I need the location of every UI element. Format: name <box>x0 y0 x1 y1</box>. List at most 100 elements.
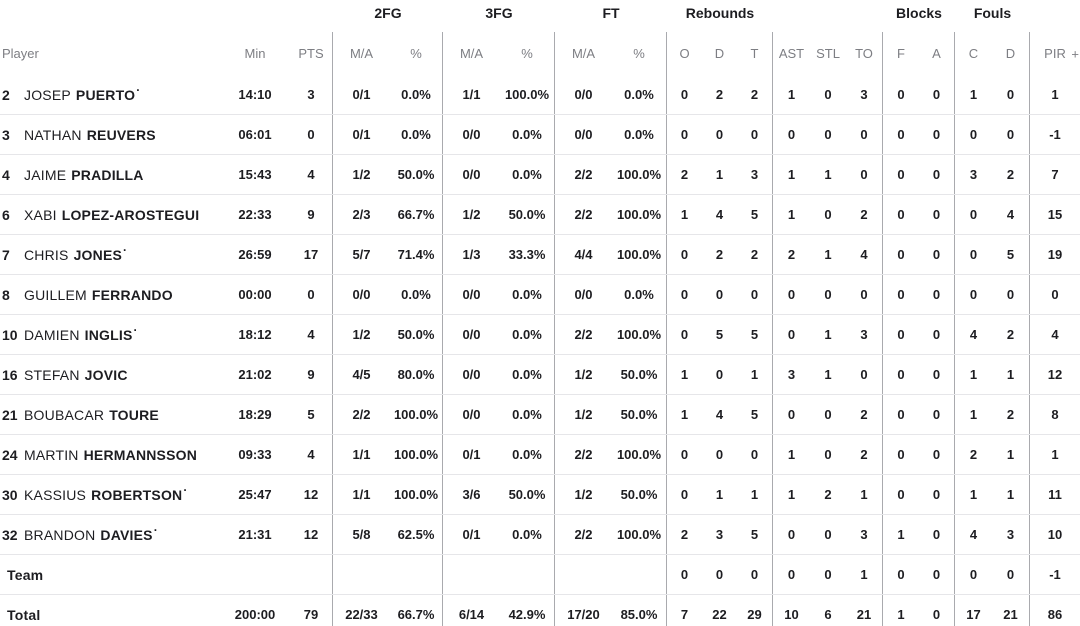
player-last-name: Team <box>7 566 44 583</box>
stat-3fg-ma: 6/14 <box>458 607 485 622</box>
table-row: 10 DAMIEN INGLIS · 18:12 4 1/2 50.0% 0/0… <box>0 315 1080 355</box>
stat-block-f: 0 <box>897 127 905 142</box>
column-header-block-f: F <box>897 46 905 61</box>
stat-block-f: 0 <box>897 567 905 582</box>
player-cell[interactable]: 30 KASSIUS ROBERTSON · <box>0 475 220 514</box>
stat-3fg-pct: 0.0% <box>500 115 555 154</box>
stat-ft-ma <box>555 555 612 594</box>
stat-3fg-pct: 0.0% <box>500 315 555 354</box>
player-cell[interactable]: 32 BRANDON DAVIES · <box>0 515 220 554</box>
stat-3fg-ma: 0/1 <box>462 527 481 542</box>
player-cell[interactable]: 8 GUILLEM FERRANDO <box>0 275 220 314</box>
player-first-name: GUILLEM <box>24 286 87 303</box>
player-first-name: MARTIN <box>24 446 79 463</box>
player-cell[interactable]: 7 CHRIS JONES · <box>0 235 220 274</box>
stat-ft-pct: 0.0% <box>612 75 667 114</box>
stat-ast: 2 <box>787 247 796 262</box>
player-cell[interactable]: 3 NATHAN REUVERS <box>0 115 220 154</box>
pir-label: PIR <box>1044 46 1066 61</box>
stat-3fg-pct: 0.0% <box>500 155 555 194</box>
stat-block-a: 0 <box>919 475 955 514</box>
column-header-min: Min <box>244 46 266 61</box>
starter-mark: · <box>183 483 188 497</box>
stat-min: 15:43 <box>238 167 272 182</box>
stat-block-a: 0 <box>919 155 955 194</box>
player-cell[interactable]: 16 STEFAN JOVIC <box>0 355 220 394</box>
stat-2fg-ma: 5/8 <box>352 527 371 542</box>
player-cell[interactable]: 4 JAIME PRADILLA <box>0 155 220 194</box>
stat-pts <box>290 555 333 594</box>
stat-block-f: 0 <box>897 407 905 422</box>
stat-foul-c: 1 <box>969 407 978 422</box>
stat-ast: 0 <box>787 407 796 422</box>
player-last-name: JOVIC <box>84 366 128 383</box>
stat-to: 1 <box>846 555 883 594</box>
stat-foul-c: 2 <box>969 447 978 462</box>
player-cell[interactable]: 2 JOSEP PUERTO · <box>0 75 220 114</box>
player-number: 4 <box>2 166 10 183</box>
player-last-name: Total <box>7 606 41 623</box>
stat-ast: 0 <box>787 527 796 542</box>
stat-3fg-ma: 0/0 <box>462 167 481 182</box>
stat-2fg-pct: 0.0% <box>390 115 443 154</box>
stat-block-f: 0 <box>897 367 905 382</box>
stat-3fg-ma: 1/2 <box>462 207 481 222</box>
stat-pir: 8 <box>1051 407 1059 422</box>
group-header-fouls: Fouls <box>973 5 1012 21</box>
stat-pts: 9 <box>290 355 333 394</box>
stat-pir: 12 <box>1047 367 1063 382</box>
player-number: 30 <box>2 486 18 503</box>
player-cell[interactable]: 10 DAMIEN INGLIS · <box>0 315 220 354</box>
stat-to: 3 <box>846 515 883 554</box>
stat-block-f: 0 <box>897 87 905 102</box>
stat-3fg-pct: 0.0% <box>500 355 555 394</box>
player-cell[interactable]: 21 BOUBACAR TOURE <box>0 395 220 434</box>
stat-3fg-pct: 42.9% <box>500 595 555 626</box>
stat-min: 22:33 <box>238 207 272 222</box>
stat-pir: -1 <box>1049 127 1061 142</box>
column-header-row: Player Min PTS M/A % M/A % M/A % O D T A… <box>0 32 1080 75</box>
stat-block-f: 1 <box>897 607 905 622</box>
stat-3fg-pct: 100.0% <box>500 75 555 114</box>
stat-min: 18:12 <box>238 327 272 342</box>
stat-block-a: 0 <box>919 235 955 274</box>
stat-3fg-ma: 0/1 <box>462 447 481 462</box>
table-row: 32 BRANDON DAVIES · 21:31 12 5/8 62.5% 0… <box>0 515 1080 555</box>
stat-to: 0 <box>846 275 883 314</box>
player-cell[interactable]: 6 XABI LOPEZ-AROSTEGUI <box>0 195 220 234</box>
group-header-rebounds: Rebounds <box>685 5 755 21</box>
stat-stl: 0 <box>824 447 832 462</box>
stat-reb-d: 1 <box>715 167 724 182</box>
stat-foul-c: 0 <box>969 247 978 262</box>
stat-foul-d: 1 <box>992 355 1030 394</box>
stat-pts: 0 <box>290 115 333 154</box>
player-last-name: REUVERS <box>86 126 156 143</box>
stat-3fg-ma: 1/1 <box>462 87 481 102</box>
player-first-name: JAIME <box>24 166 67 183</box>
stat-3fg-ma: 0/0 <box>462 327 481 342</box>
player-cell[interactable]: 24 MARTIN HERMANNSSON <box>0 435 220 474</box>
stat-reb-d: 0 <box>715 567 724 582</box>
stat-foul-c: 3 <box>969 167 978 182</box>
player-number: 2 <box>2 86 10 103</box>
stat-block-a: 0 <box>919 595 955 626</box>
player-last-name: DAVIES <box>100 526 153 543</box>
stat-2fg-ma: 4/5 <box>352 367 371 382</box>
stat-foul-d: 21 <box>992 595 1030 626</box>
stat-ft-ma: 0/0 <box>574 87 593 102</box>
column-header-2fg-pct: % <box>390 32 443 75</box>
stat-3fg-ma: 0/0 <box>462 127 481 142</box>
stat-reb-d: 0 <box>715 127 724 142</box>
stat-reb-d: 5 <box>715 327 724 342</box>
column-header-foul-c: C <box>968 46 979 61</box>
player-first-name: KASSIUS <box>24 486 87 503</box>
stat-3fg-pct: 0.0% <box>500 515 555 554</box>
stat-foul-c: 0 <box>969 207 978 222</box>
player-first-name: CHRIS <box>24 246 69 263</box>
stat-reb-t: 0 <box>737 115 773 154</box>
stat-stl: 0 <box>824 207 832 222</box>
stat-min: 26:59 <box>238 247 272 262</box>
stat-pir: -1 <box>1049 567 1061 582</box>
stat-reb-o: 2 <box>680 167 689 182</box>
stat-ft-pct: 50.0% <box>612 355 667 394</box>
